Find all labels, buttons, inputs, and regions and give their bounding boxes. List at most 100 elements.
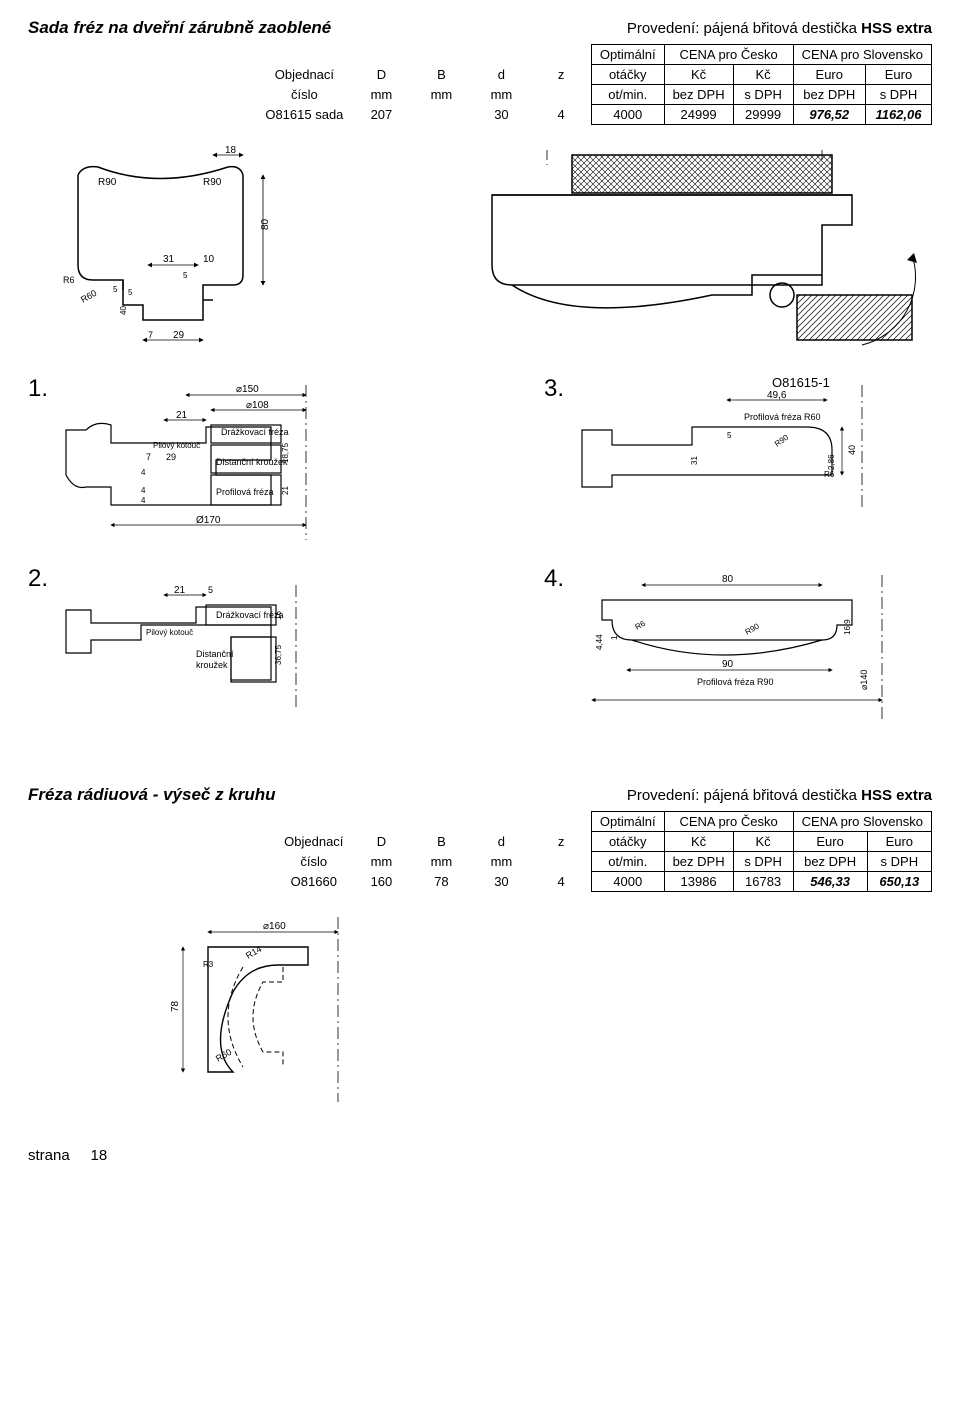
hdr2-cislo: číslo	[276, 852, 351, 872]
hdr-e2: Euro	[865, 65, 931, 85]
row2-ot: 4000	[591, 872, 664, 892]
t3-49: 49,6	[767, 390, 787, 401]
hdr-B: B	[411, 65, 471, 85]
hdr-s2: s DPH	[865, 85, 931, 105]
row-kc2: 29999	[733, 105, 793, 125]
t1-drazk: Drážkovací fréza	[221, 427, 289, 437]
t1-4a: 4	[141, 468, 146, 477]
t4-d140: ⌀140	[859, 670, 869, 690]
t2-21: 21	[174, 585, 186, 596]
hdr-kc1: Kč	[664, 65, 733, 85]
t4-1: 1	[610, 635, 619, 640]
t4-80: 80	[722, 574, 734, 585]
t2-distan1: Distanční	[196, 649, 234, 659]
hdr2-d: d	[471, 832, 531, 852]
hdr2-s1: s DPH	[733, 852, 793, 872]
row2-cislo: O81660	[276, 872, 351, 892]
row-z: 4	[531, 105, 591, 125]
hdr-z: z	[531, 65, 591, 85]
tool2-diagram: 21 5 Drážkovací fréza Pilový kotouč 16 3…	[56, 565, 396, 715]
hdr-mm1: mm	[351, 85, 411, 105]
dim-40: 40	[119, 306, 128, 315]
hdr2-otmin: ot/min.	[591, 852, 664, 872]
footer-label: strana	[28, 1147, 70, 1164]
t2-16: 16	[274, 611, 283, 620]
t1-29: 29	[166, 452, 176, 462]
tool1-diagram: ⌀150 ⌀108 21 Drážkovací fréza Pilový kot…	[56, 375, 416, 545]
t1-pilovy: Pilový kotouč	[153, 441, 200, 450]
t1-18: 18,75	[281, 442, 290, 463]
hdr-mm2: mm	[411, 85, 471, 105]
t2-distan2: kroužek	[196, 660, 228, 670]
title2-right-prefix: Provedení: pájená břitová destička	[627, 787, 861, 804]
page-footer: strana 18	[28, 1147, 932, 1164]
hdr2-z: z	[531, 832, 591, 852]
t3-5: 5	[727, 431, 732, 440]
row-kc1: 24999	[664, 105, 733, 125]
hdr-e1: Euro	[793, 65, 865, 85]
t1-d150: ⌀150	[236, 384, 259, 395]
s2-r3: R3	[203, 960, 214, 969]
row-cislo: O81615 sada	[257, 105, 351, 125]
t3-profil: Profilová fréza R60	[744, 412, 821, 422]
t3-part: O81615-1	[772, 375, 830, 390]
row2-z: 4	[531, 872, 591, 892]
dim-10: 10	[203, 254, 215, 265]
radius-cutter-diagram: ⌀160 R14 R3 R60 78	[148, 907, 428, 1107]
tool1-num: 1.	[28, 375, 48, 403]
tool2-num: 2.	[28, 565, 48, 593]
t1-d170: Ø170	[196, 515, 221, 526]
dim-r90r: R90	[203, 177, 222, 188]
hdr2-bez1: bez DPH	[664, 852, 733, 872]
hdr-ot: otáčky	[591, 65, 664, 85]
tool3-num: 3.	[544, 375, 564, 403]
hdr2-D: D	[351, 832, 411, 852]
dim-r6: R6	[63, 275, 75, 285]
hdr2-kc2: Kč	[733, 832, 793, 852]
hdr2-B: B	[411, 832, 471, 852]
tool4-diagram: 80 R6 R90 4,44 1 16,9 90 Profilová fréza…	[572, 565, 932, 725]
row-e1: 976,52	[793, 105, 865, 125]
title-right-prefix: Provedení: pájená břitová destička	[627, 20, 861, 37]
hdr2-obj: Objednací	[276, 832, 351, 852]
t3-40: 40	[847, 445, 857, 455]
hdr-obj: Objednací	[257, 65, 351, 85]
hdr-bez1: bez DPH	[664, 85, 733, 105]
row-d: 30	[471, 105, 531, 125]
dim-18: 18	[225, 145, 237, 156]
hdr2-e2: Euro	[867, 832, 931, 852]
t1-profil: Profilová fréza	[216, 487, 274, 497]
t4-90: 90	[722, 659, 734, 670]
hdr-kc2: Kč	[733, 65, 793, 85]
row-B	[411, 105, 471, 125]
hdr2-mm2: mm	[411, 852, 471, 872]
row2-B: 78	[411, 872, 471, 892]
t4-16: 16,9	[843, 619, 852, 635]
title-right-bold: HSS extra	[861, 20, 932, 37]
hdr-D: D	[351, 65, 411, 85]
price-table-1: Optimální CENA pro Česko CENA pro Sloven…	[257, 44, 932, 125]
section1-title-right: Provedení: pájená břitová destička HSS e…	[627, 20, 932, 37]
t1-d108: ⌀108	[246, 400, 269, 411]
section2-title-left: Fréza rádiuová - výseč z kruhu	[28, 785, 276, 805]
hdr-bez2: bez DPH	[793, 85, 865, 105]
hdr2-cena-sk: CENA pro Slovensko	[793, 812, 931, 832]
hdr2-s2: s DPH	[867, 852, 931, 872]
t1-21h: 21	[281, 486, 290, 495]
hdr-otmin: ot/min.	[591, 85, 664, 105]
s2-78: 78	[170, 1000, 181, 1012]
t1-distan: Distanční kroužek	[216, 457, 288, 467]
hdr-d: d	[471, 65, 531, 85]
dim-29: 29	[173, 330, 185, 341]
diagram-row-mid: 1. ⌀150 ⌀108 21 Drážkovací fréza	[28, 375, 932, 545]
t2-pilovy: Pilový kotouč	[146, 628, 193, 637]
hdr-opt: Optimální	[591, 45, 664, 65]
row-ot: 4000	[591, 105, 664, 125]
footer-page: 18	[91, 1147, 108, 1164]
diagram-row-top: 18 R90 R90 31 10 80 R6 R60 5 5 40 7 29 5	[28, 145, 932, 355]
row2-d: 30	[471, 872, 531, 892]
hdr2-mm1: mm	[351, 852, 411, 872]
hdr2-e1: Euro	[793, 832, 867, 852]
hdr2-ot: otáčky	[591, 832, 664, 852]
s2-r60: R60	[214, 1047, 233, 1064]
